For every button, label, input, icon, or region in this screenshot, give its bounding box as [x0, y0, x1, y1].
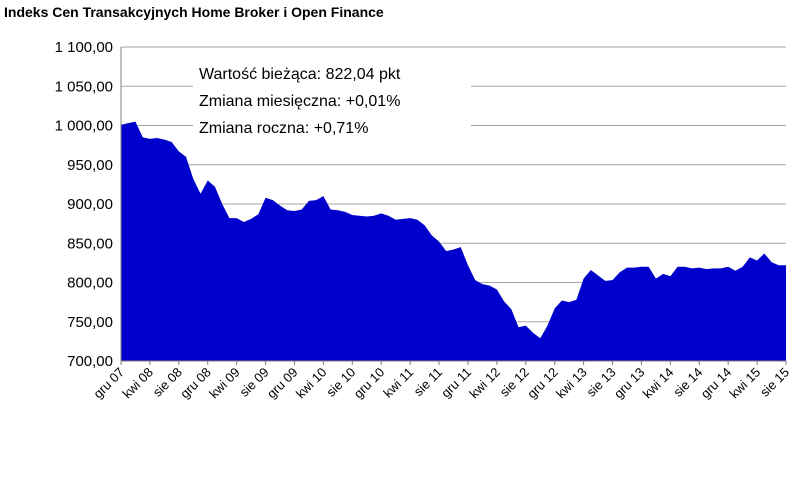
annotation-background: [193, 58, 471, 142]
x-tick-label: gru 12: [524, 365, 561, 402]
x-tick-label: kwi 13: [553, 365, 590, 402]
x-tick-label: kwi 09: [206, 365, 243, 402]
y-tick-label: 1 100,00: [55, 39, 113, 56]
x-tick-label: gru 14: [698, 365, 735, 402]
y-axis-tick-labels: 1 100,00 1 050,00 1 000,00 950,00 900,00 850,…: [55, 39, 113, 370]
x-tick-label: sie 11: [411, 365, 445, 399]
annotation-box: Wartość bieżąca: 822,04 pkt Zmiana miesię…: [193, 58, 471, 142]
x-tick-label: gru 08: [177, 365, 214, 402]
x-tick-label: kwi 12: [466, 365, 503, 402]
x-tick-label: gru 11: [438, 365, 474, 401]
x-tick-label: sie 15: [757, 365, 792, 400]
x-tick-label: kwi 08: [119, 365, 156, 402]
y-tick-label: 850,00: [67, 235, 113, 252]
x-tick-label: kwi 10: [293, 365, 330, 402]
y-tick-label: 1 000,00: [55, 118, 113, 135]
x-tick-label: kwi 11: [380, 365, 416, 401]
annotation-line: Zmiana miesięczna: +0,01%: [199, 93, 400, 110]
x-tick-label: gru 07: [90, 365, 127, 402]
y-tick-label: 700,00: [67, 353, 113, 370]
y-tick-label: 950,00: [67, 157, 113, 174]
y-tick-label: 750,00: [67, 314, 113, 331]
axes: [120, 47, 787, 365]
y-tick-label: 900,00: [67, 196, 113, 213]
x-tick-label: gru 10: [351, 365, 388, 402]
annotation-line: Zmiana roczna: +0,71%: [199, 120, 368, 137]
chart-title: Indeks Cen Transakcyjnych Home Broker i …: [4, 4, 384, 20]
index-area-series: [121, 121, 786, 361]
x-tick-label: gru 09: [264, 365, 301, 402]
x-tick-label: kwi 14: [640, 365, 677, 402]
annotation-line: Wartość bieżąca: 822,04 pkt: [199, 66, 401, 83]
x-tick-label: gru 13: [611, 365, 648, 402]
y-tick-label: 1 050,00: [55, 78, 113, 95]
x-tick-label: kwi 15: [727, 365, 764, 402]
y-tick-label: 800,00: [67, 275, 113, 292]
